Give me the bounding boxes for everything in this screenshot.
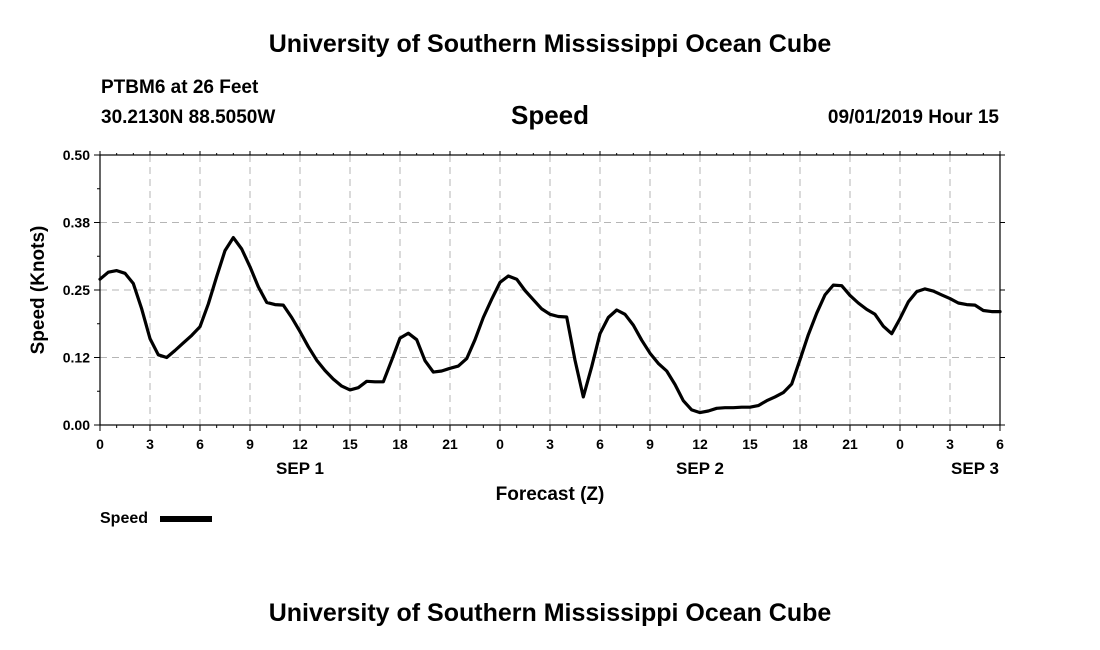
y-tick-label: 0.50 xyxy=(63,147,90,163)
station-label: PTBM6 at 26 Feet xyxy=(101,77,259,98)
x-tick-label: 15 xyxy=(742,436,758,452)
x-tick-label: 3 xyxy=(146,436,154,452)
footer-title: University of Southern Mississippi Ocean… xyxy=(268,599,832,627)
series-layer xyxy=(98,236,1002,415)
axis-layer xyxy=(94,151,1005,431)
x-tick-label: 18 xyxy=(792,436,808,452)
x-axis-title: Forecast (Z) xyxy=(496,484,605,505)
legend-label: Speed xyxy=(100,510,149,527)
x-tick-label: 0 xyxy=(96,436,104,452)
y-tick-label: 0.25 xyxy=(63,282,90,298)
plot-frame xyxy=(99,154,1001,426)
speed-series-line xyxy=(98,236,1002,415)
chart-header-title: University of Southern Mississippi Ocean… xyxy=(268,30,832,58)
x-tick-label: 21 xyxy=(842,436,858,452)
chart-title: Speed xyxy=(510,100,590,130)
x-tick-label: 3 xyxy=(946,436,954,452)
y-tick-label: 0.38 xyxy=(63,215,90,231)
x-tick-label: 12 xyxy=(692,436,708,452)
day-label: SEP 3 xyxy=(951,459,999,478)
x-tick-label: 0 xyxy=(496,436,504,452)
x-tick-label: 9 xyxy=(246,436,254,452)
x-tick-label: 21 xyxy=(442,436,458,452)
x-tick-label: 15 xyxy=(342,436,358,452)
x-tick-label: 6 xyxy=(196,436,204,452)
x-tick-label: 12 xyxy=(292,436,308,452)
x-tick-label: 6 xyxy=(596,436,604,452)
x-tick-label: 18 xyxy=(392,436,408,452)
x-tick-label: 9 xyxy=(646,436,654,452)
grid-layer xyxy=(100,155,1000,425)
x-tick-label: 0 xyxy=(896,436,904,452)
day-label: SEP 1 xyxy=(276,459,324,478)
legend-swatch xyxy=(160,516,212,522)
x-tick-label: 6 xyxy=(996,436,1004,452)
y-tick-label: 0.00 xyxy=(63,417,90,433)
day-label: SEP 2 xyxy=(676,459,724,478)
station-coordinates: 30.2130N 88.5050W xyxy=(101,107,276,128)
y-tick-label: 0.12 xyxy=(63,350,90,366)
forecast-timestamp: 09/01/2019 Hour 15 xyxy=(827,107,999,128)
x-tick-label: 3 xyxy=(546,436,554,452)
y-axis-title: Speed (Knots) xyxy=(28,226,49,355)
label-layer: 0.00 0.12 0.25 0.38 0.50 0 3 6 9 12 15 18 21 0 3 6 9 12 15… xyxy=(28,147,1004,505)
